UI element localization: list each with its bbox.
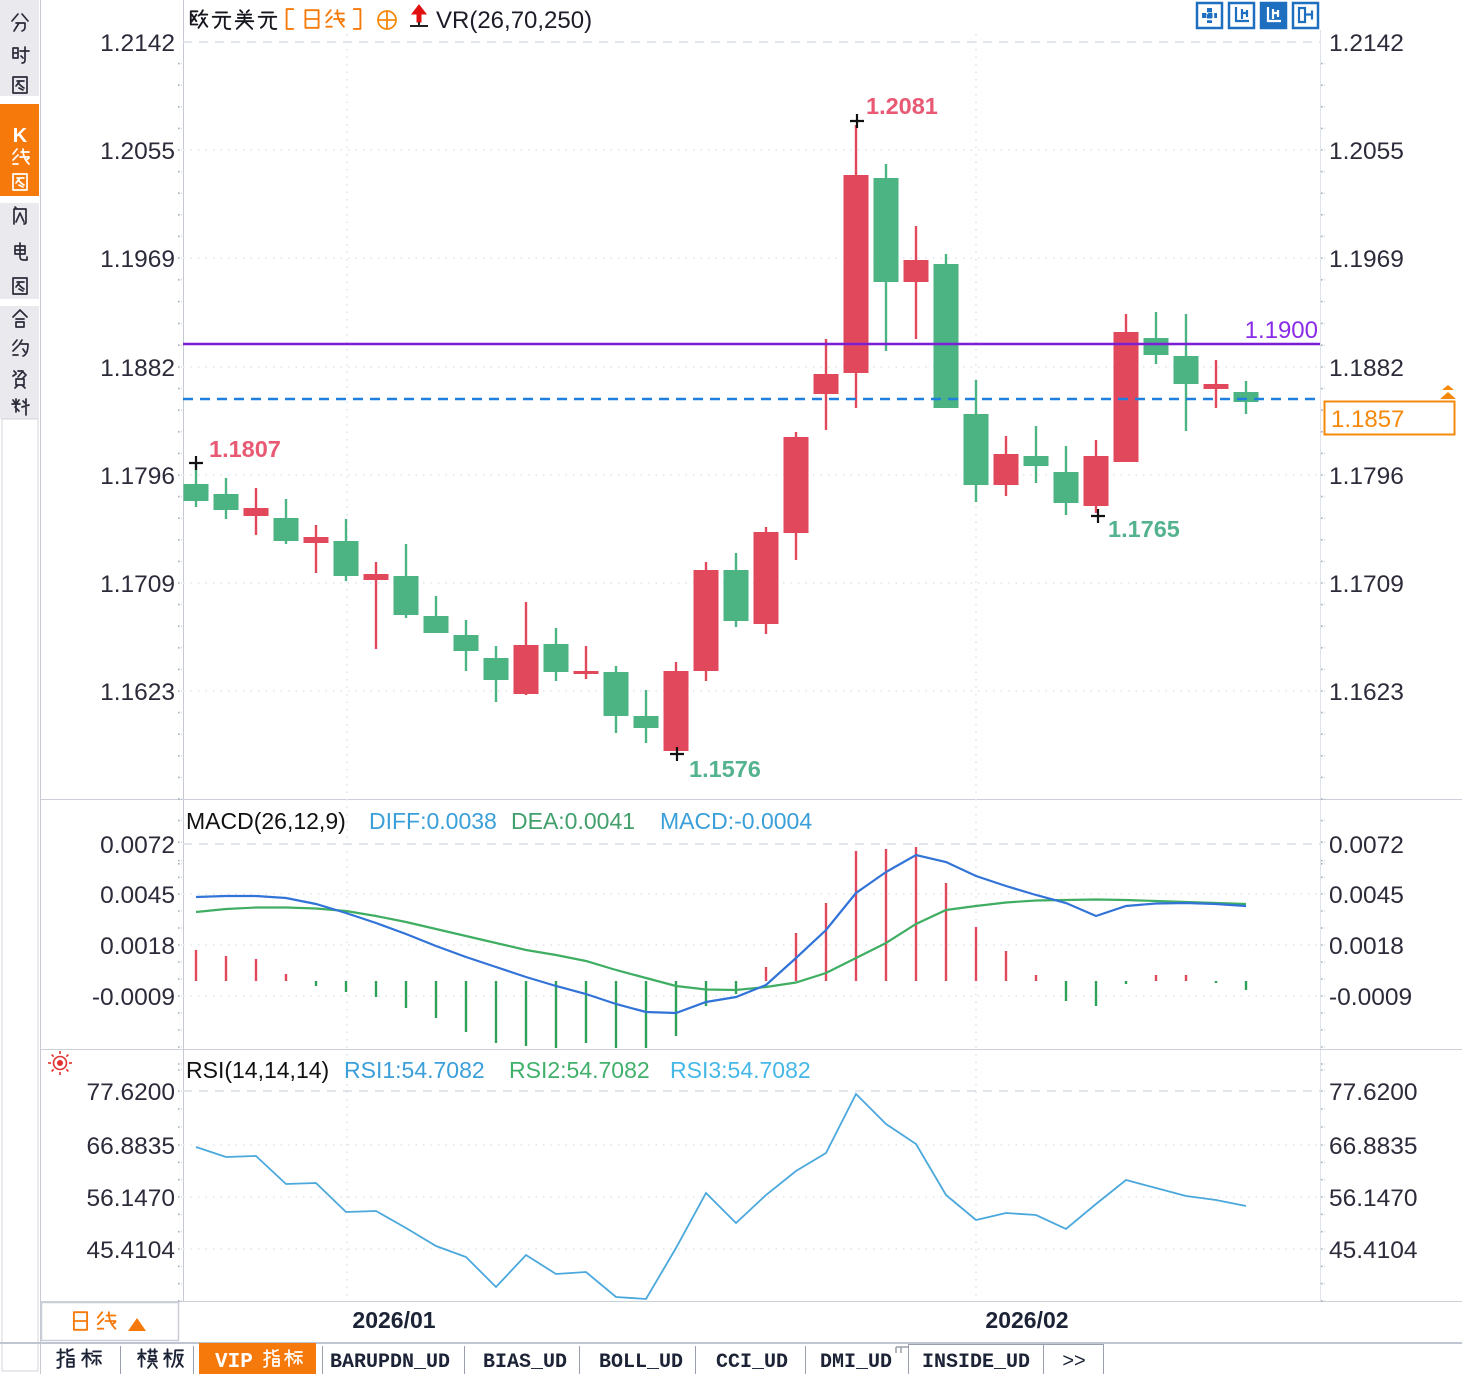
svg-text:1.1969: 1.1969	[1329, 246, 1404, 273]
svg-text:1.2081: 1.2081	[866, 93, 938, 119]
svg-text:0.0072: 0.0072	[100, 832, 175, 859]
svg-text:1.1969: 1.1969	[100, 246, 175, 273]
svg-text:BIAS_UD: BIAS_UD	[483, 1351, 567, 1374]
svg-text:MACD(26,12,9): MACD(26,12,9)	[186, 808, 346, 834]
svg-text:0.0018: 0.0018	[1329, 933, 1404, 960]
svg-text:0.0045: 0.0045	[1329, 882, 1404, 909]
svg-text:1.1857: 1.1857	[1331, 406, 1404, 433]
svg-text:RSI3:54.7082: RSI3:54.7082	[670, 1057, 811, 1083]
svg-text:1.1882: 1.1882	[100, 355, 175, 382]
svg-text:45.4104: 45.4104	[1329, 1237, 1418, 1264]
svg-text:1.1807: 1.1807	[209, 436, 281, 462]
svg-text:DIFF:0.0038: DIFF:0.0038	[369, 808, 497, 834]
svg-text:1.1882: 1.1882	[1329, 355, 1404, 382]
svg-text:MACD:-0.0004: MACD:-0.0004	[660, 808, 812, 834]
svg-text:BARUPDN_UD: BARUPDN_UD	[330, 1351, 450, 1374]
svg-text:INSIDE_UD: INSIDE_UD	[922, 1351, 1030, 1374]
svg-text:66.8835: 66.8835	[86, 1133, 175, 1160]
svg-text:77.6200: 77.6200	[1329, 1079, 1418, 1106]
svg-text:1.2142: 1.2142	[100, 30, 175, 57]
svg-text:DEA:0.0041: DEA:0.0041	[511, 808, 635, 834]
svg-text:VIP: VIP	[215, 1351, 253, 1374]
svg-text:66.8835: 66.8835	[1329, 1133, 1418, 1160]
svg-text:VR(26,70,250): VR(26,70,250)	[436, 7, 592, 34]
svg-text:RSI(14,14,14): RSI(14,14,14)	[186, 1057, 329, 1083]
svg-text:CCI_UD: CCI_UD	[716, 1351, 788, 1374]
svg-text:-0.0009: -0.0009	[1329, 984, 1412, 1011]
svg-text:-0.0009: -0.0009	[92, 984, 175, 1011]
svg-text:BOLL_UD: BOLL_UD	[599, 1351, 683, 1374]
svg-text:0.0018: 0.0018	[100, 933, 175, 960]
svg-text:DMI_UD: DMI_UD	[820, 1351, 892, 1374]
svg-text:1.1576: 1.1576	[689, 756, 761, 782]
svg-text:1.1765: 1.1765	[1108, 516, 1180, 542]
svg-text:>>: >>	[1062, 1350, 1085, 1372]
svg-text:77.6200: 77.6200	[86, 1079, 175, 1106]
svg-text:1.2142: 1.2142	[1329, 30, 1404, 57]
svg-text:56.1470: 56.1470	[1329, 1185, 1418, 1212]
svg-text:1.1796: 1.1796	[1329, 463, 1404, 490]
svg-text:1.1900: 1.1900	[1245, 317, 1318, 344]
svg-text:RSI1:54.7082: RSI1:54.7082	[344, 1057, 485, 1083]
svg-text:2026/02: 2026/02	[985, 1307, 1068, 1333]
svg-text:56.1470: 56.1470	[86, 1185, 175, 1212]
svg-text:1.1623: 1.1623	[100, 679, 175, 706]
svg-text:K: K	[13, 125, 28, 147]
svg-text:RSI2:54.7082: RSI2:54.7082	[509, 1057, 650, 1083]
svg-text:45.4104: 45.4104	[86, 1237, 175, 1264]
svg-text:1.1623: 1.1623	[1329, 679, 1404, 706]
svg-text:1.1796: 1.1796	[100, 463, 175, 490]
svg-text:1.1709: 1.1709	[100, 571, 175, 598]
svg-text:2026/01: 2026/01	[352, 1307, 435, 1333]
svg-text:0.0045: 0.0045	[100, 882, 175, 909]
svg-text:0.0072: 0.0072	[1329, 832, 1404, 859]
svg-text:1.2055: 1.2055	[100, 138, 175, 165]
svg-text:1.2055: 1.2055	[1329, 138, 1404, 165]
svg-text:1.1709: 1.1709	[1329, 571, 1404, 598]
